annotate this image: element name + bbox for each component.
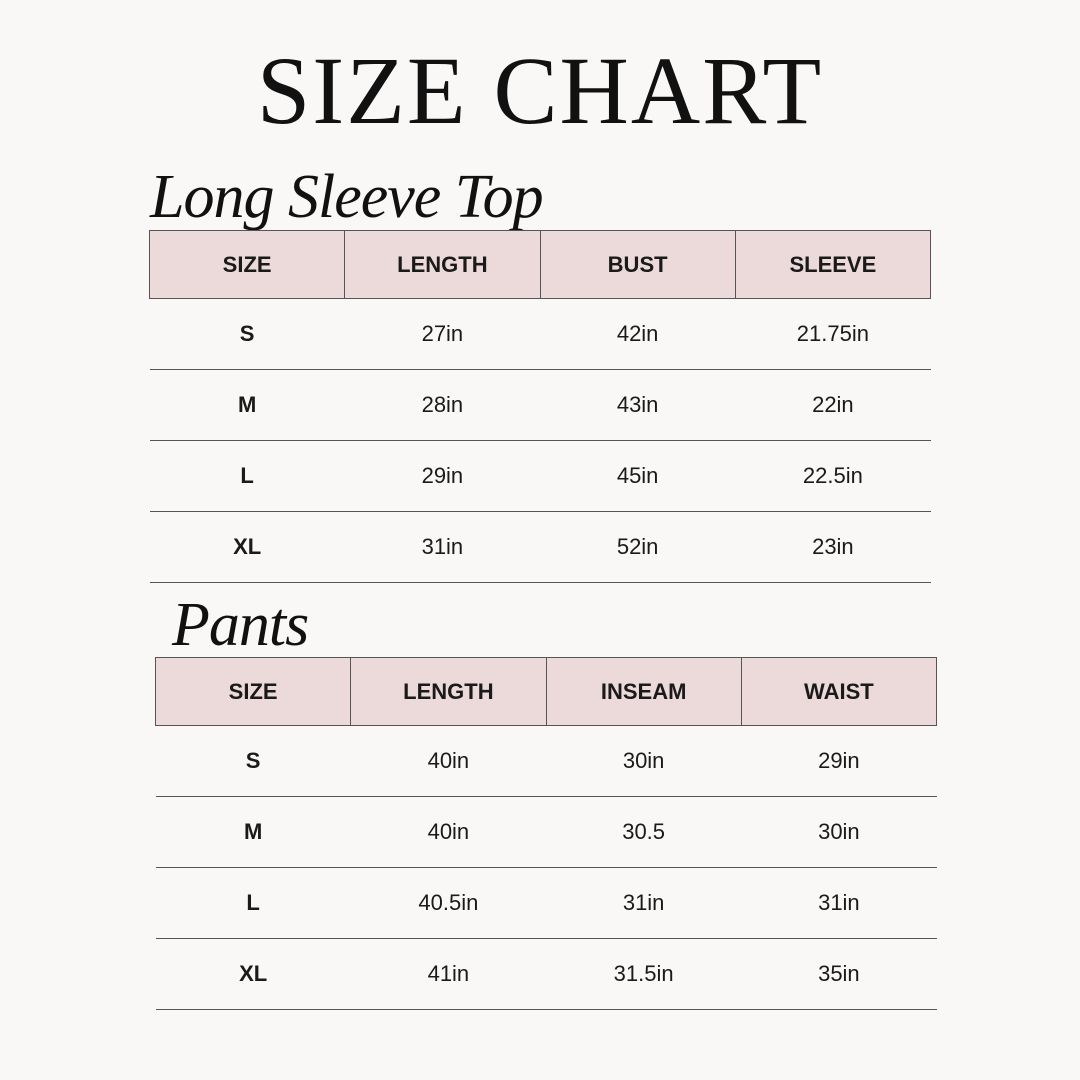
table-row: S 27in 42in 21.75in — [149, 298, 931, 370]
measurement-cell: 31.5in — [546, 938, 742, 1010]
column-header: WAIST — [740, 657, 938, 726]
size-cell: L — [155, 867, 351, 939]
column-header: SLEEVE — [734, 230, 932, 299]
measurement-cell: 30.5 — [546, 796, 742, 868]
section-heading-pants: Pants — [172, 591, 309, 659]
page-title: SIZE CHART — [256, 37, 824, 144]
column-header: SIZE — [154, 657, 352, 726]
measurement-cell: 42in — [540, 298, 736, 370]
size-cell: L — [149, 440, 345, 512]
size-cell: S — [149, 298, 345, 370]
column-header: BUST — [539, 230, 736, 299]
measurement-cell: 43in — [540, 369, 736, 441]
table-row: M 40in 30.5 30in — [155, 796, 937, 868]
section-heading-long-sleeve-top: Long Sleeve Top — [150, 163, 544, 231]
measurement-cell: 30in — [546, 725, 742, 797]
measurement-cell: 52in — [540, 511, 736, 583]
table-header-row: SIZE LENGTH INSEAM WAIST — [154, 657, 938, 726]
pants-table: SIZE LENGTH INSEAM WAIST S 40in 30in 29in M 40in 3… — [154, 657, 938, 1010]
measurement-cell: 40in — [350, 725, 546, 797]
measurement-cell: 28in — [344, 369, 540, 441]
measurement-cell: 31in — [546, 867, 742, 939]
measurement-cell: 21.75in — [735, 298, 931, 370]
table-row: L 29in 45in 22.5in — [149, 440, 931, 512]
size-cell: XL — [149, 511, 345, 583]
measurement-cell: 30in — [741, 796, 937, 868]
table-row: M 28in 43in 22in — [149, 369, 931, 441]
measurement-cell: 22in — [735, 369, 931, 441]
table-row: XL 41in 31.5in 35in — [155, 938, 937, 1010]
size-cell: M — [149, 369, 345, 441]
table-row: XL 31in 52in 23in — [149, 511, 931, 583]
measurement-cell: 29in — [741, 725, 937, 797]
size-cell: S — [155, 725, 351, 797]
measurement-cell: 22.5in — [735, 440, 931, 512]
size-cell: M — [155, 796, 351, 868]
table-row: L 40.5in 31in 31in — [155, 867, 937, 939]
long-sleeve-top-table: SIZE LENGTH BUST SLEEVE S 27in 42in 21.75in M 28i… — [148, 230, 932, 583]
column-header: INSEAM — [545, 657, 742, 726]
size-cell: XL — [155, 938, 351, 1010]
measurement-cell: 31in — [344, 511, 540, 583]
measurement-cell: 45in — [540, 440, 736, 512]
column-header: SIZE — [148, 230, 346, 299]
table-row: S 40in 30in 29in — [155, 725, 937, 797]
column-header: LENGTH — [350, 657, 547, 726]
measurement-cell: 40.5in — [350, 867, 546, 939]
table-header-row: SIZE LENGTH BUST SLEEVE — [148, 230, 932, 299]
measurement-cell: 35in — [741, 938, 937, 1010]
measurement-cell: 29in — [344, 440, 540, 512]
measurement-cell: 40in — [350, 796, 546, 868]
measurement-cell: 41in — [350, 938, 546, 1010]
measurement-cell: 27in — [344, 298, 540, 370]
column-header: LENGTH — [344, 230, 541, 299]
measurement-cell: 23in — [735, 511, 931, 583]
measurement-cell: 31in — [741, 867, 937, 939]
